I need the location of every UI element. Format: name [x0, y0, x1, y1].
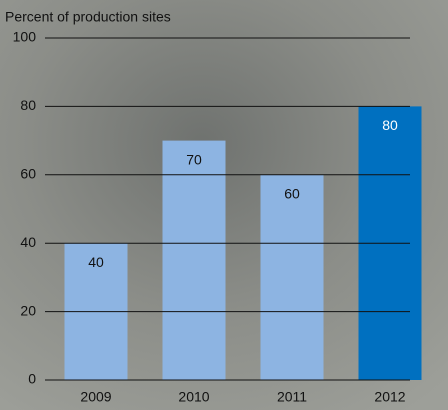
- value-label: 40: [88, 254, 104, 270]
- bar: [260, 174, 324, 380]
- y-tick-label: 100: [13, 29, 37, 45]
- value-label: 60: [284, 186, 300, 202]
- x-tick-label: 2011: [277, 389, 307, 405]
- x-tick-label: 2009: [80, 389, 111, 405]
- bar: [162, 140, 226, 380]
- y-tick-label: 20: [20, 302, 36, 318]
- y-axis-label: Percent of production sites: [5, 9, 171, 25]
- y-tick-label: 80: [20, 97, 36, 113]
- value-label: 80: [382, 117, 398, 133]
- y-tick-label: 40: [20, 234, 36, 250]
- value-label: 70: [186, 151, 202, 167]
- x-tick-label: 2010: [178, 389, 209, 405]
- y-tick-label: 0: [28, 371, 36, 387]
- x-tick-label: 2012: [374, 389, 405, 405]
- y-tick-label: 60: [20, 166, 36, 182]
